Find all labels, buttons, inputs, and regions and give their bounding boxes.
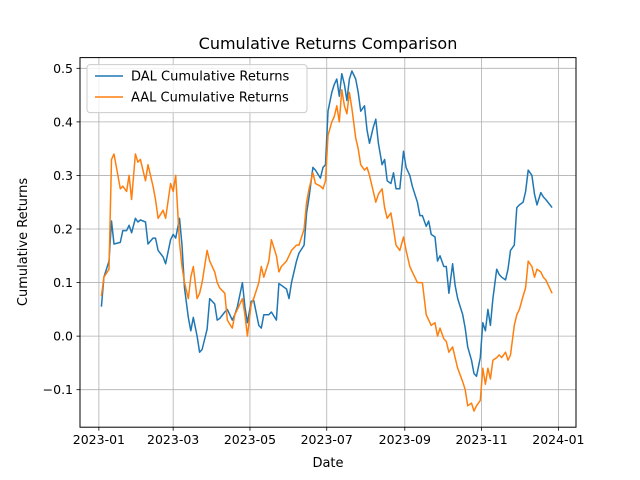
- x-axis-ticks: 2023-01 2023-03 2023-05 2023-07 2023-09 2023-…: [73, 427, 584, 447]
- y-tick-label: 0.1: [53, 275, 73, 290]
- plot-area: [100, 70, 553, 412]
- legend-label: AAL Cumulative Returns: [131, 91, 289, 106]
- y-tick-label: 0.4: [53, 114, 73, 129]
- chart-title: Cumulative Returns Comparison: [199, 34, 458, 53]
- x-tick-label: 2023-07: [301, 432, 353, 447]
- x-tick-label: 2024-01: [532, 432, 584, 447]
- x-axis-label: Date: [312, 456, 343, 471]
- y-axis-ticks: −0.1 0.0 0.1 0.2 0.3 0.4 0.5: [43, 61, 80, 397]
- x-tick-label: 2023-03: [147, 432, 199, 447]
- y-tick-label: 0.5: [53, 61, 73, 76]
- x-tick-label: 2023-01: [73, 432, 125, 447]
- legend: DAL Cumulative Returns AAL Cumulative Ret…: [86, 64, 308, 114]
- axes-frame: [79, 57, 577, 428]
- y-tick-label: −0.1: [43, 382, 73, 397]
- x-tick-label: 2023-05: [224, 432, 276, 447]
- y-axis-label: Cumulative Returns: [16, 178, 31, 306]
- y-tick-label: 0.0: [53, 329, 73, 344]
- x-tick-label: 2023-11: [455, 432, 507, 447]
- y-tick-label: 0.2: [53, 222, 73, 237]
- legend-label: DAL Cumulative Returns: [131, 70, 290, 85]
- series-line-0: [100, 70, 553, 378]
- legend-box: [86, 64, 308, 114]
- series-line-1: [100, 88, 553, 412]
- y-tick-label: 0.3: [53, 168, 73, 183]
- grid-lines: [80, 57, 576, 428]
- x-tick-label: 2023-09: [379, 432, 431, 447]
